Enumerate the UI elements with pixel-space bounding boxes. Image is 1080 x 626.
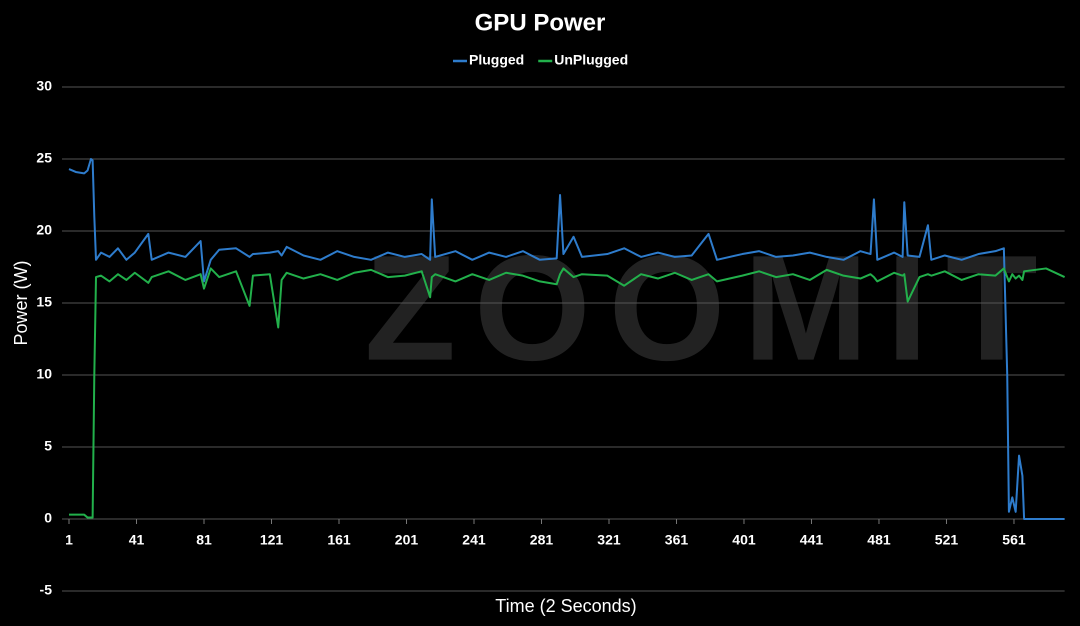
x-tick-label: 81 <box>196 532 212 548</box>
x-tick-label: 201 <box>395 532 419 548</box>
x-tick-label: 401 <box>732 532 756 548</box>
x-tick-label: 161 <box>327 532 351 548</box>
legend-label: Plugged <box>469 52 524 68</box>
line-series <box>69 267 1066 519</box>
y-axis-label: Power (W) <box>11 261 31 346</box>
y-tick-label: 30 <box>36 78 52 94</box>
y-tick-label: 5 <box>44 438 52 454</box>
x-tick-label: 321 <box>597 532 621 548</box>
x-tick-label: 41 <box>129 532 145 548</box>
x-tick-label: 361 <box>665 532 689 548</box>
y-tick-label: -5 <box>40 582 53 598</box>
y-tick-label: 25 <box>36 150 52 166</box>
watermark: ZOOMIT <box>364 224 1055 392</box>
y-tick-label: 20 <box>36 222 52 238</box>
x-tick-label: 281 <box>530 532 554 548</box>
x-tick-label: 521 <box>935 532 959 548</box>
legend: Plugged UnPlugged <box>453 52 628 68</box>
x-axis-label: Time (2 Seconds) <box>495 596 636 616</box>
y-tick-label: 0 <box>44 510 52 526</box>
x-tick-label: 121 <box>260 532 284 548</box>
x-tick-label: 441 <box>800 532 824 548</box>
x-tick-label: 481 <box>867 532 891 548</box>
line-series <box>68 158 1065 520</box>
y-tick-label: 15 <box>36 294 52 310</box>
legend-label: UnPlugged <box>554 52 628 68</box>
x-tick-label: 561 <box>1002 532 1026 548</box>
x-tick-label: 241 <box>462 532 486 548</box>
x-tick-label: 1 <box>65 532 73 548</box>
chart-title: GPU Power <box>475 9 606 36</box>
y-tick-label: 10 <box>36 366 52 382</box>
